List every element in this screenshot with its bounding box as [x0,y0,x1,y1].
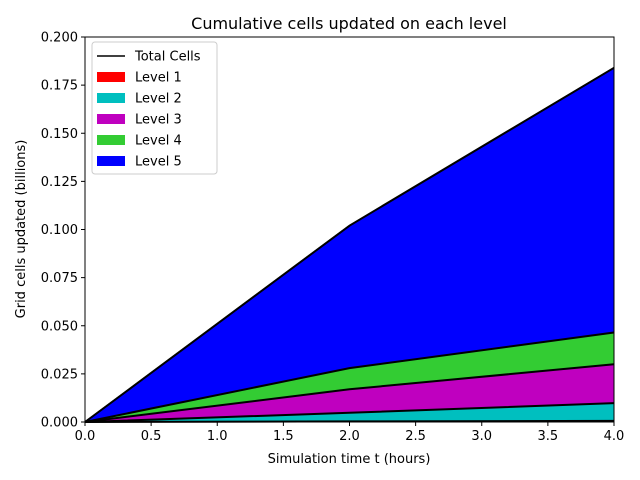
x-tick-label: 0.0 [75,429,96,444]
x-axis-label: Simulation time t (hours) [268,452,431,467]
area-level-4 [85,332,614,422]
legend-swatch-level-4 [97,135,125,145]
boundary-level-3 [84,363,615,423]
legend-label-level-5: Level 5 [135,155,182,170]
y-tick-label: 0.050 [41,319,78,334]
total-cells-line [84,67,615,423]
y-tick-label: 0.125 [41,175,78,190]
x-tick-label: 2.0 [339,429,360,444]
y-axis: 0.000 0.025 0.050 0.075 0.100 0.125 0.150 0.175… [41,31,85,431]
x-tick-label: 1.5 [273,429,294,444]
boundary-level-4 [84,331,615,423]
y-tick-label: 0.025 [41,367,78,382]
legend-label-total-cells: Total Cells [134,50,201,65]
x-tick-label: 3.5 [538,429,559,444]
legend-swatch-level-1 [97,72,125,82]
area-level-2 [85,403,614,422]
area-layers [85,67,614,423]
legend-swatch-level-5 [97,156,125,166]
x-tick-label: 3.0 [471,429,492,444]
chart-title: Cumulative cells updated on each level [191,14,507,33]
legend-label-level-4: Level 4 [135,134,182,149]
x-tick-label: 2.5 [405,429,426,444]
x-axis: 0.0 0.5 1.0 1.5 2.0 2.5 3.0 3.5 4.0 [75,422,625,444]
legend-label-level-2: Level 2 [135,92,182,107]
legend-label-level-3: Level 3 [135,113,182,128]
x-tick-label: 1.0 [207,429,228,444]
legend-label-level-1: Level 1 [135,71,182,86]
y-tick-label: 0.100 [41,223,78,238]
y-tick-label: 0.150 [41,127,78,142]
y-tick-label: 0.200 [41,31,78,46]
y-tick-label: 0.075 [41,271,78,286]
y-axis-label: Grid cells updated (billions) [14,140,29,319]
y-tick-label: 0.000 [41,416,78,431]
legend-swatch-level-3 [97,114,125,124]
legend: Total Cells Level 1 Level 2 Level 3 Level 4 L… [91,41,218,175]
legend-swatch-level-2 [97,93,125,103]
boundary-level-2 [84,402,615,423]
x-tick-label: 4.0 [604,429,625,444]
area-level-5 [85,67,614,423]
x-tick-label: 0.5 [141,429,162,444]
y-tick-label: 0.175 [41,79,78,94]
